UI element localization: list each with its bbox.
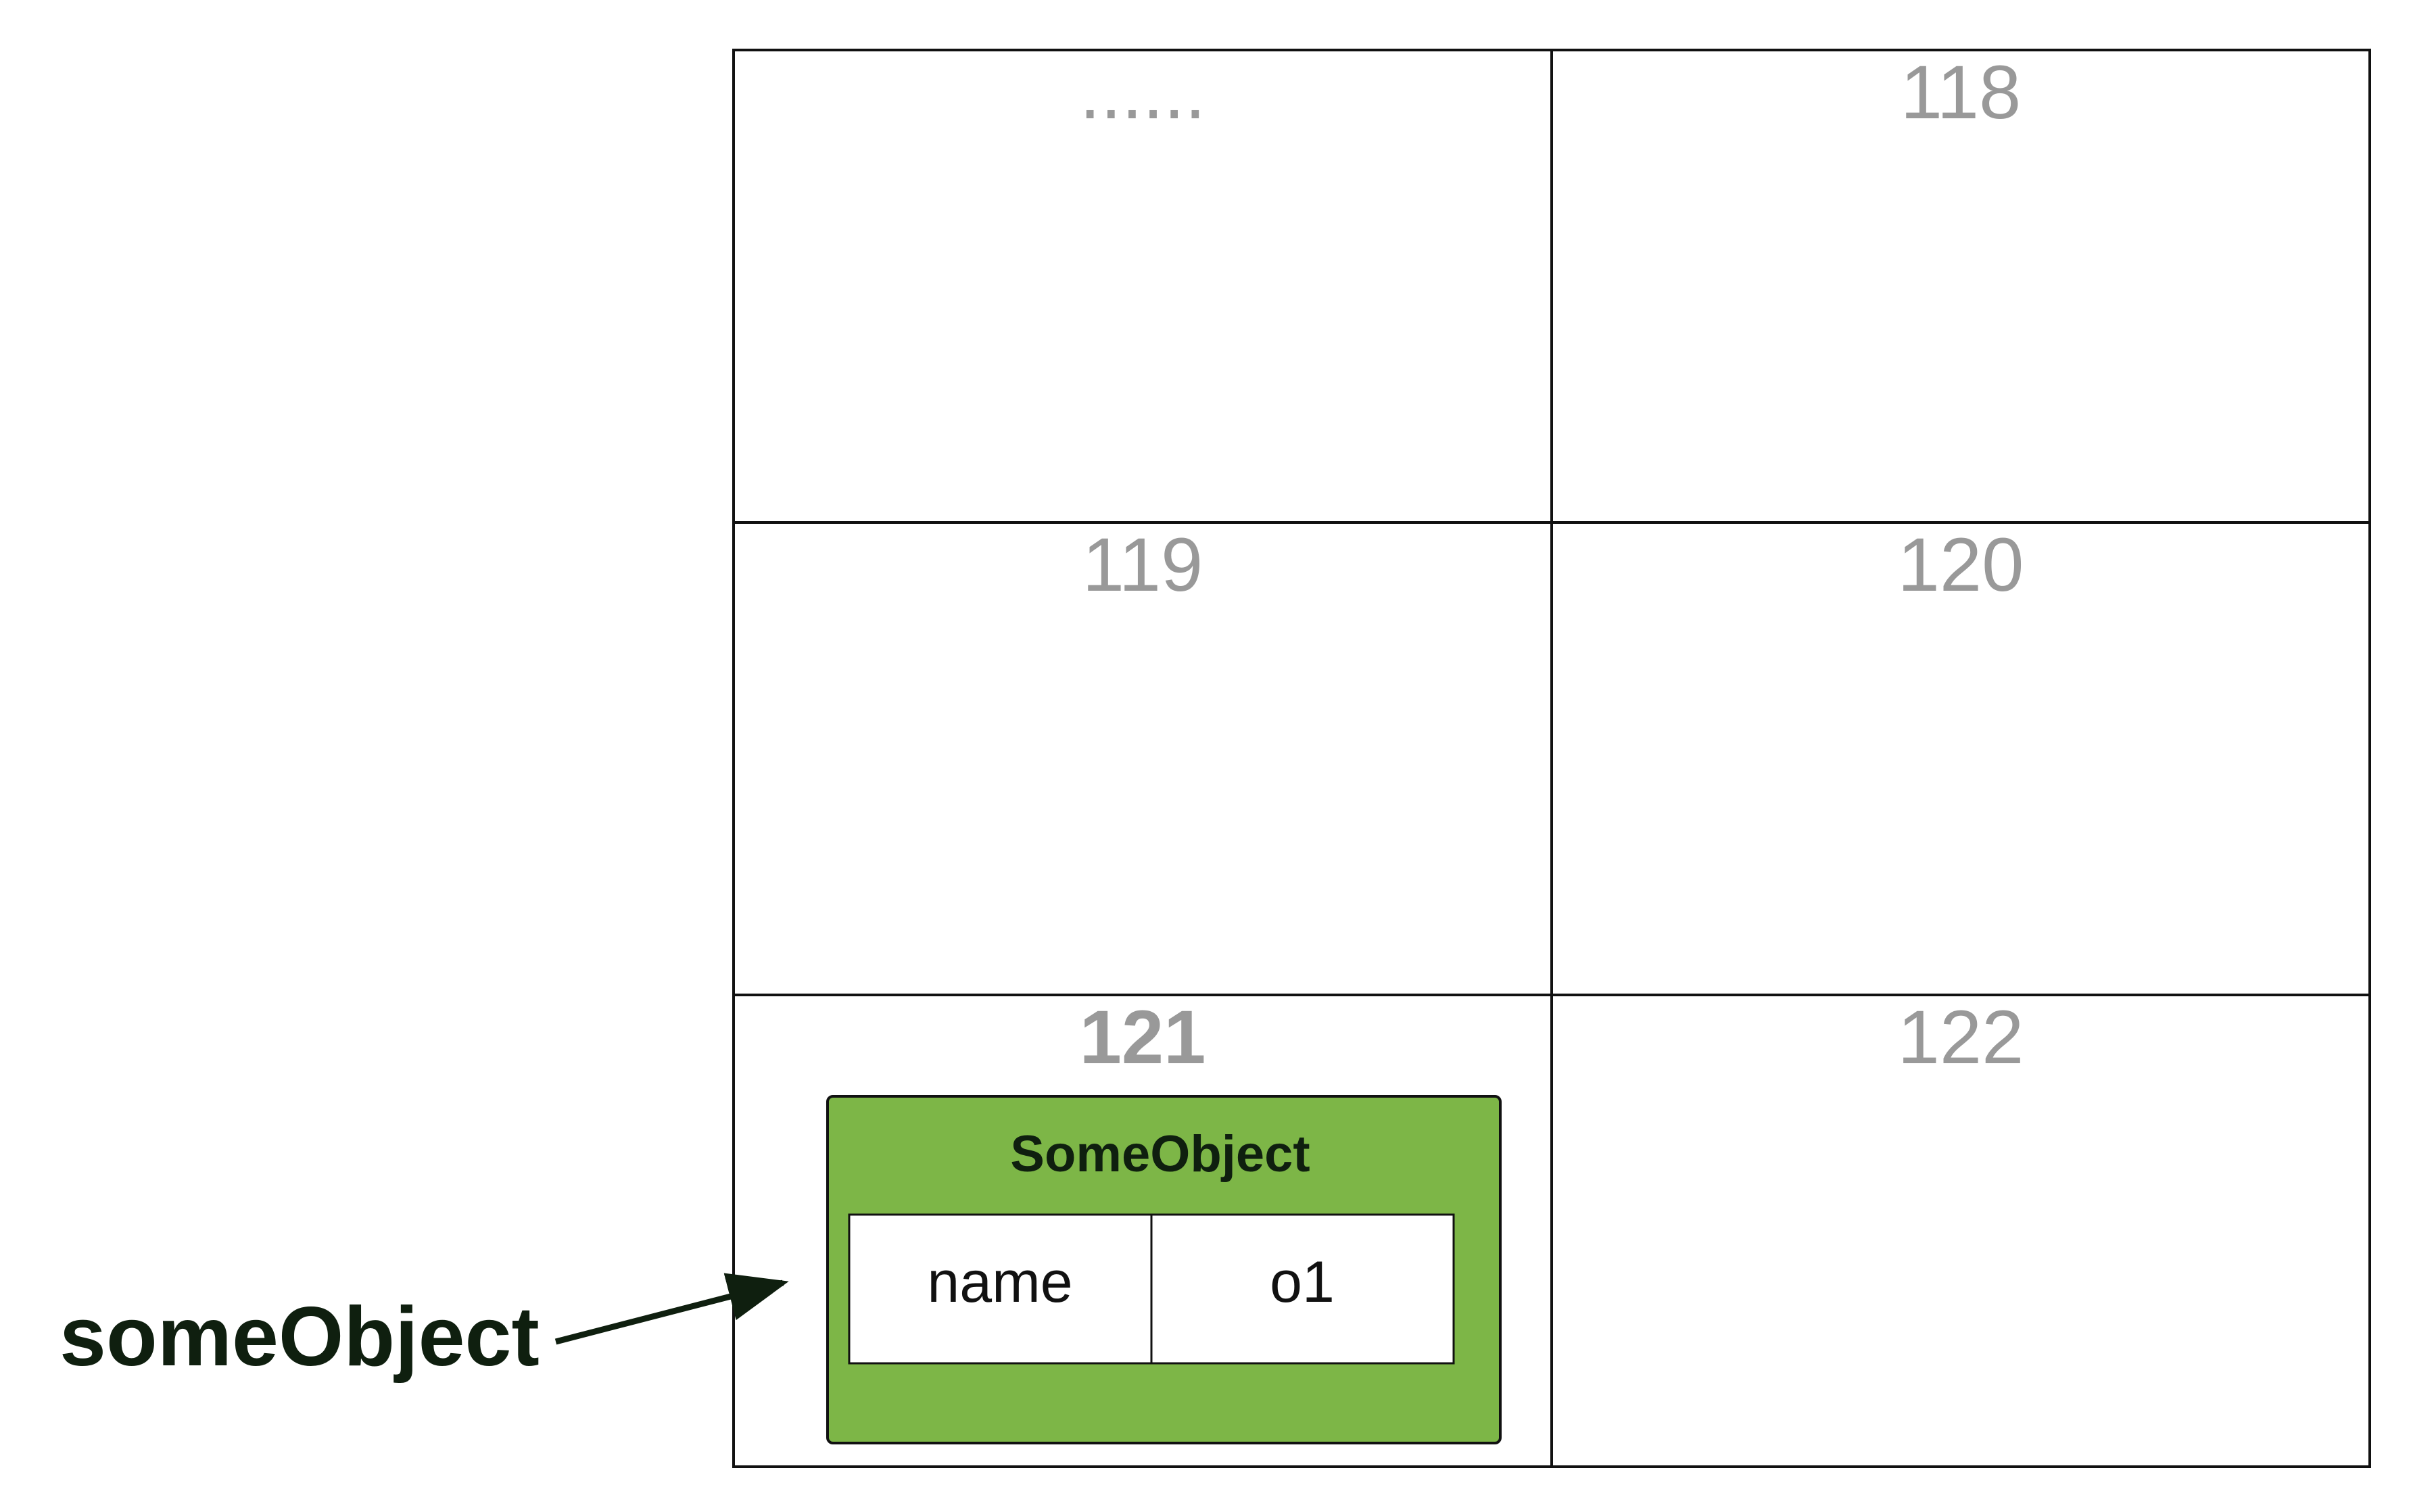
- memory-cell-address: 122: [1898, 995, 2024, 1079]
- memory-cell-address: 120: [1898, 522, 2024, 607]
- reference-variable: someObject: [59, 1290, 540, 1384]
- field-name: name: [927, 1250, 1072, 1315]
- memory-cell-address: 119: [1082, 522, 1203, 607]
- memory-cell-address: ......: [1080, 50, 1206, 135]
- object-field-row: name o1: [848, 1213, 1455, 1365]
- memory-cell-address: 121: [1080, 995, 1206, 1079]
- reference-arrow: [554, 1273, 789, 1345]
- field-value: o1: [1270, 1250, 1335, 1315]
- object-class-name: SomeObject: [1010, 1125, 1310, 1183]
- memory-grid: [732, 49, 2371, 1468]
- memory-cell-address: 118: [1901, 50, 2022, 135]
- object-box: SomeObject name o1: [826, 1095, 1502, 1444]
